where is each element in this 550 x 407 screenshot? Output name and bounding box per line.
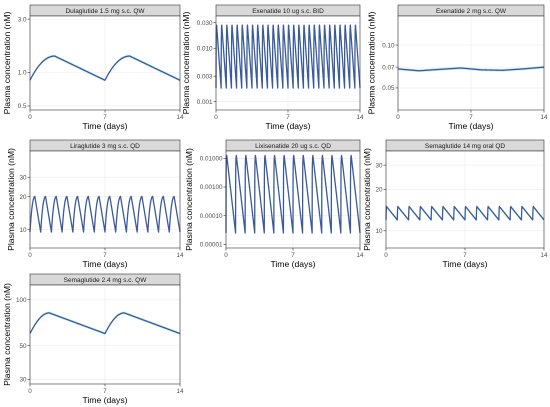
x-tick-label: 0 [224, 252, 228, 259]
y-tick-label: 0.00100 [200, 184, 223, 191]
y-axis-title: Plasma concentration (nM) [181, 12, 191, 115]
series-line [225, 154, 361, 234]
y-tick-label: 0.5 [18, 103, 27, 110]
y-axis-title: Plasma concentration (nM) [2, 283, 12, 386]
panel-title: Dulaglutide 1.5 mg s.c. QW [65, 8, 145, 15]
x-tick-label: 7 [103, 114, 107, 121]
x-axis-title: Time (days) [82, 121, 127, 131]
x-tick-label: 7 [469, 114, 473, 121]
y-tick-label: 0.07 [382, 64, 395, 71]
y-tick-label: 0.01000 [200, 156, 223, 163]
y-tick-label: 0.00010 [200, 213, 223, 220]
series-line [29, 55, 181, 81]
x-axis-title: Time (days) [82, 395, 127, 405]
panel-3: Exenatide 2 mg s.c. QW 0 7 14 0.05 0.07 0.10 Ti… [367, 4, 548, 131]
panel-title: Exenatide 10 ug s.c. BID [252, 8, 324, 15]
y-tick-label: 20 [375, 187, 383, 194]
y-tick-label: 0.05 [382, 85, 395, 92]
y-tick-label: 10 [19, 227, 27, 234]
x-axis-title: Time (days) [82, 259, 127, 269]
y-tick-label: 50 [19, 343, 27, 350]
y-tick-label: 20 [19, 194, 27, 201]
y-axis-title: Plasma concentration (nM) [2, 12, 12, 115]
panel-6: Semaglutide 14 mg oral QD 0 7 14 10 20 30 Time … [362, 139, 548, 269]
y-tick-label: 30 [19, 377, 27, 384]
x-tick-label: 14 [356, 252, 364, 259]
panel-title: Liraglutide 3 mg s.c. QD [70, 143, 140, 150]
y-axis-title: Plasma concentration (nM) [362, 148, 372, 251]
y-tick-label: 100 [16, 297, 27, 304]
x-tick-label: 0 [384, 252, 388, 259]
series-ribbon [30, 54, 180, 82]
y-axis-title: Plasma concentration (nM) [6, 148, 16, 251]
panel-title: Exenatide 2 mg s.c. QW [436, 8, 507, 15]
series-line [215, 24, 361, 89]
x-tick-label: 14 [176, 388, 184, 395]
y-tick-label: 0.003 [197, 73, 213, 80]
x-tick-label: 0 [28, 114, 32, 121]
x-tick-label: 7 [103, 388, 107, 395]
panel-4: Liraglutide 3 mg s.c. QD 0 7 14 10 20 30 Time (… [6, 139, 184, 269]
x-tick-label: 0 [28, 252, 32, 259]
x-axis-title: Time (days) [442, 259, 487, 269]
x-tick-label: 14 [176, 252, 184, 259]
y-tick-label: 0.001 [197, 99, 213, 106]
y-tick-label: 0.10 [382, 42, 395, 49]
x-tick-label: 14 [540, 114, 548, 121]
x-tick-label: 7 [103, 252, 107, 259]
panel-title: Lixisenatide 20 ug s.c. QD [255, 143, 331, 150]
panel-1: Dulaglutide 1.5 mg s.c. QW 0 7 14 0.5 1.0 3.0 T… [2, 4, 184, 131]
x-axis-title: Time (days) [265, 121, 310, 131]
x-tick-label: 14 [176, 114, 184, 121]
x-tick-label: 7 [463, 252, 467, 259]
x-axis-title: Time (days) [270, 259, 315, 269]
x-tick-label: 0 [214, 114, 218, 121]
panel-2: Exenatide 10 ug s.c. BID 0 7 14 0.001 0.003 0.… [181, 4, 364, 131]
x-tick-label: 7 [291, 252, 295, 259]
y-tick-label: 3.0 [18, 16, 27, 23]
y-tick-label: 30 [19, 174, 27, 181]
series-line [29, 312, 181, 335]
x-axis-title: Time (days) [448, 121, 493, 131]
x-tick-label: 0 [396, 114, 400, 121]
panel-5: Lixisenatide 20 ug s.c. QD 0 7 14 0.00001 0.0… [184, 139, 364, 269]
panel-7: Semaglutide 2.4 mg s.c. QW 0 7 14 30 50 100 Tim… [2, 273, 184, 405]
x-tick-label: 14 [356, 114, 364, 121]
x-tick-label: 7 [286, 114, 290, 121]
y-tick-label: 0.030 [197, 20, 213, 27]
y-tick-label: 1.0 [18, 70, 27, 77]
x-tick-label: 0 [28, 388, 32, 395]
series-line [385, 205, 545, 221]
series-line [29, 195, 181, 233]
panel-title: Semaglutide 2.4 mg s.c. QW [64, 277, 148, 284]
panel-title: Semaglutide 14 mg oral QD [425, 143, 506, 150]
y-tick-label: 0.010 [197, 45, 213, 52]
y-axis-title: Plasma concentration (nM) [184, 148, 194, 251]
series-line [397, 66, 545, 72]
y-axis-title: Plasma concentration (nM) [367, 12, 377, 115]
x-tick-label: 14 [540, 252, 548, 259]
y-tick-label: 30 [375, 162, 383, 169]
y-tick-label: 0.00001 [200, 242, 223, 249]
y-tick-label: 10 [375, 228, 383, 235]
